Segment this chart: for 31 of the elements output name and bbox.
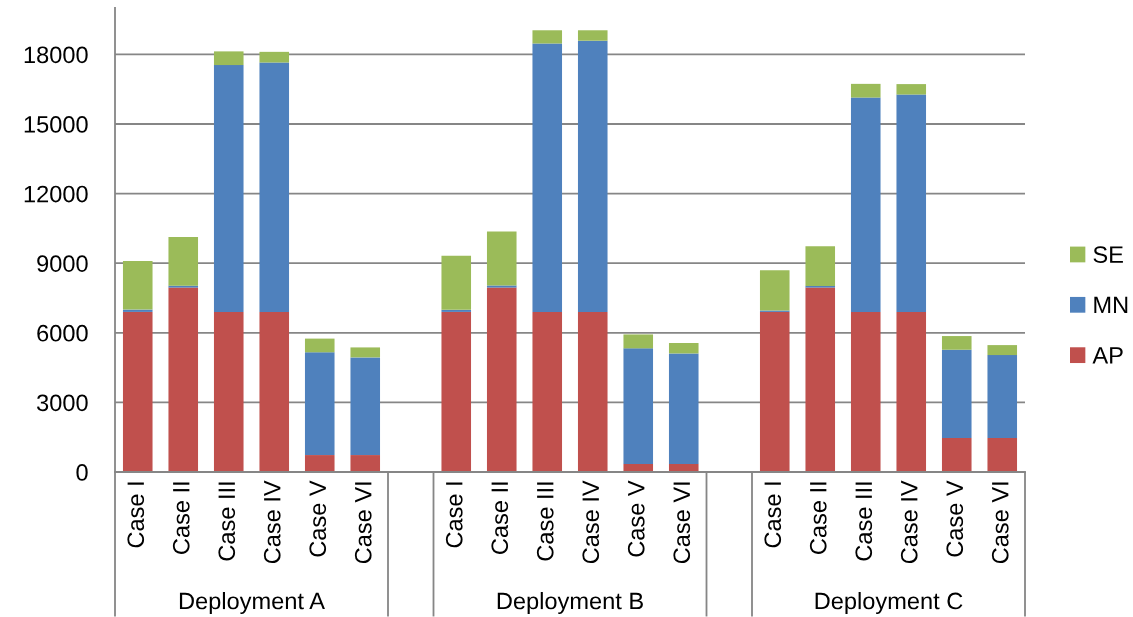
text: Deployment A	[179, 591, 325, 615]
x-tick-label: Case IV	[900, 480, 918, 564]
x-tick-label: Case III	[536, 482, 554, 561]
legend-label: AP	[1092, 347, 1123, 364]
y-tick-label: 9000	[37, 255, 88, 272]
x-tick-label: Case III	[218, 482, 236, 561]
x-tick-label: Case IV	[582, 480, 600, 564]
y-tick-label: 3000	[36, 394, 88, 412]
x-tick-label: Case II	[491, 482, 509, 554]
x-tick-label: Case V	[627, 480, 645, 557]
x-tick-label: Case II	[172, 482, 190, 554]
x-tick-label: Case II	[809, 482, 827, 554]
y-tick-label: 18000	[24, 46, 88, 64]
x-tick-label: Case IV	[263, 480, 281, 564]
x-tick-label: Case VI	[991, 482, 1009, 564]
text: Deployment C	[815, 591, 963, 615]
y-tick-label: 12000	[24, 185, 88, 203]
y-tick-label: 15000	[24, 116, 88, 133]
x-tick-label: Case I	[445, 482, 463, 548]
legend-label: MN	[1094, 296, 1128, 314]
x-tick-label: Case V	[946, 480, 964, 557]
y-tick-label: 6000	[37, 324, 88, 342]
legend-label: SE	[1093, 246, 1123, 263]
y-tick-label: 0	[76, 464, 88, 481]
x-tick-label: Case I	[764, 482, 782, 548]
text: Deployment B	[497, 591, 643, 615]
x-tick-label: Case VI	[354, 482, 372, 564]
x-tick-label: Case VI	[673, 482, 691, 564]
x-tick-label: Case V	[309, 480, 327, 557]
x-tick-label: Case I	[127, 482, 145, 548]
x-tick-label: Case III	[855, 482, 873, 561]
